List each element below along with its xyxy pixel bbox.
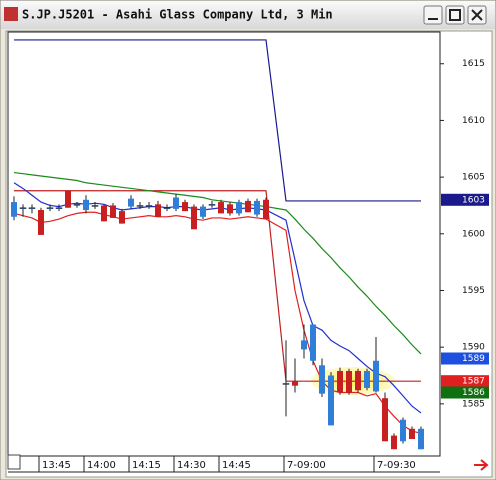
candle-body: [409, 428, 415, 439]
x-tick-label: 14:30: [177, 460, 206, 471]
candle-body: [119, 211, 125, 224]
x-tick-label: 14:45: [222, 460, 251, 471]
maximize-button[interactable]: [445, 5, 465, 25]
x-tick-label: 7-09:00: [287, 460, 326, 471]
candle-body: [245, 200, 251, 213]
scroll-arrow[interactable]: [474, 459, 489, 471]
candle-body: [136, 205, 144, 207]
maximize-glyph: [449, 9, 461, 21]
candle-body: [65, 190, 71, 208]
y-tick-label: 1615: [462, 59, 485, 69]
y-tick-label: 1605: [462, 173, 485, 183]
candle-body: [373, 360, 379, 392]
candle-body: [55, 207, 63, 209]
window-title: S.JP.J5201 - Asahi Glass Company Ltd, 3 …: [22, 8, 333, 22]
candle-body: [11, 202, 17, 217]
title-bar: [1, 1, 495, 29]
candle-body: [155, 204, 161, 217]
candle-body: [173, 197, 179, 209]
price-tag-label: 1586: [462, 388, 485, 398]
candle-body: [38, 209, 44, 235]
app-icon: [4, 7, 18, 21]
price-tag: [441, 352, 489, 365]
candle-body: [28, 207, 36, 209]
candle-body: [182, 202, 188, 212]
candle-body: [218, 202, 224, 214]
candle-body: [346, 370, 352, 393]
y-tick-label: 1610: [462, 116, 485, 126]
candle-body: [382, 398, 388, 442]
y-tick-label: 1585: [462, 399, 485, 409]
y-tick-label: 1590: [462, 343, 485, 353]
y-tick-label: 1595: [462, 286, 485, 296]
scroll-box[interactable]: [7, 454, 21, 470]
candle-body: [355, 370, 361, 391]
candle-body: [83, 199, 89, 210]
price-tag-label: 1603: [462, 195, 485, 205]
candle-body: [282, 383, 290, 385]
line-series: [13, 211, 422, 434]
candle-body: [236, 202, 242, 214]
candle-body: [418, 428, 424, 450]
candle-body: [400, 419, 406, 442]
line-series: [14, 39, 421, 202]
candle-body: [364, 370, 370, 388]
line-series: [13, 171, 422, 355]
plot-content: 1585 1590 1595 1600 1605 1610 1615 13:45 14:00 14…: [11, 39, 489, 472]
candle-body: [391, 435, 397, 450]
candle-body: [19, 207, 27, 209]
candle-body: [337, 370, 343, 393]
x-tick-label: 13:45: [42, 460, 71, 471]
price-tag: [441, 375, 489, 388]
candle-body: [328, 375, 334, 426]
price-tag: [441, 193, 489, 206]
candle-body: [128, 198, 134, 207]
price-tag-label: 1587: [462, 377, 485, 387]
candle-body: [263, 199, 269, 220]
close-glyph: [471, 9, 483, 21]
candle-body: [101, 205, 107, 222]
candle-body: [310, 324, 316, 361]
candle-body: [319, 365, 325, 394]
candle-body: [110, 205, 116, 218]
candle-body: [91, 205, 99, 207]
price-tag: [441, 386, 489, 399]
candle-body: [163, 207, 171, 209]
window-buttons: [423, 5, 487, 25]
candle-body: [227, 204, 233, 214]
candle-body: [46, 207, 54, 209]
candle-body: [301, 340, 307, 350]
candle-body: [73, 204, 81, 206]
y-tick-label: 1600: [462, 229, 485, 239]
line-series: [13, 182, 422, 414]
candle-body: [292, 381, 298, 386]
candle-body: [145, 205, 153, 207]
minimize-button[interactable]: [423, 5, 443, 25]
candle-body: [191, 206, 197, 230]
price-tag-label: 1589: [462, 354, 485, 364]
x-tick-label: 14:15: [132, 460, 161, 471]
candle-body: [208, 204, 216, 206]
candle-body: [254, 200, 260, 215]
x-tick-label: 7-09:30: [377, 460, 416, 471]
candle-body: [200, 206, 206, 217]
x-tick-label: 14:00: [87, 460, 116, 471]
